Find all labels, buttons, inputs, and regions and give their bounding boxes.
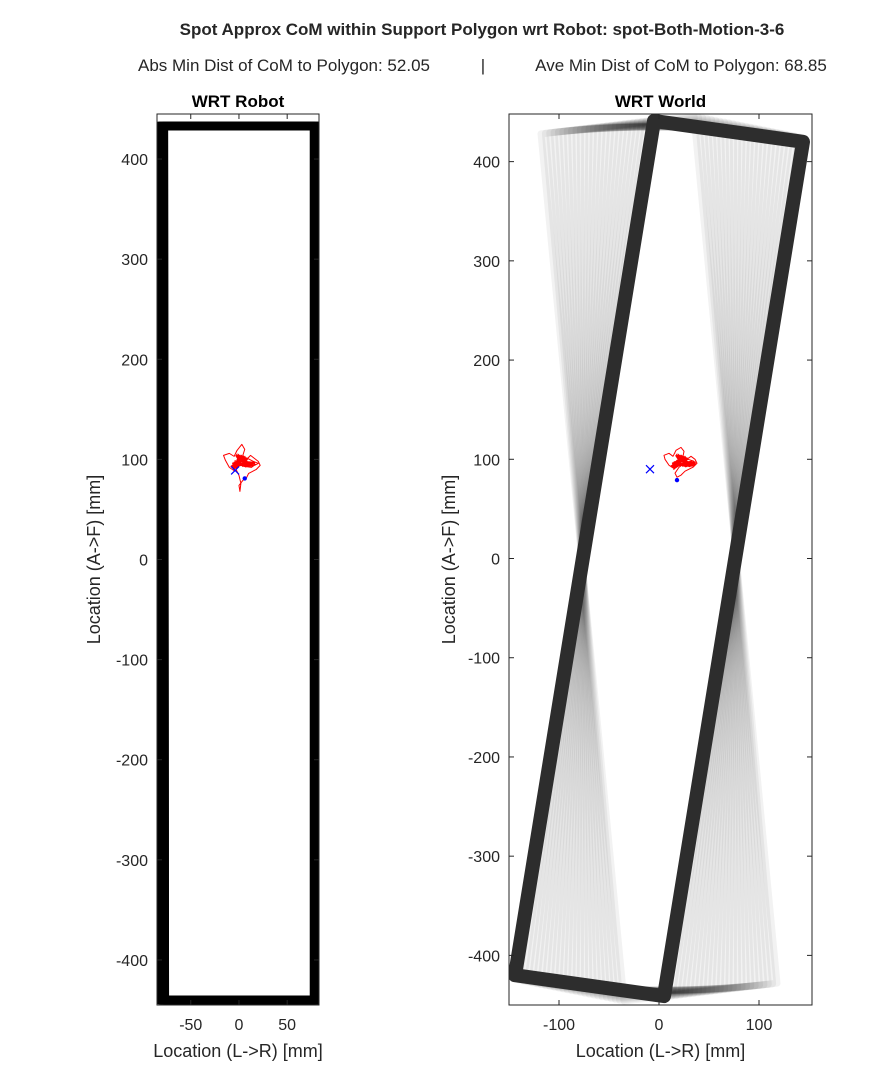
x-tick-label: 100 <box>746 1017 773 1034</box>
y-tick-label: -300 <box>468 849 500 866</box>
plot-area <box>509 114 812 1005</box>
com-marker-x <box>645 464 655 474</box>
plot-layer <box>509 114 810 1005</box>
y-tick-label: 100 <box>121 452 148 469</box>
subtitle-separator: | <box>481 56 485 75</box>
figure-title: Spot Approx CoM within Support Polygon w… <box>180 20 785 39</box>
y-tick-label: -300 <box>116 853 148 870</box>
com-marker-x <box>230 465 240 475</box>
y-tick-label: -400 <box>116 953 148 970</box>
com-marker-dot <box>242 476 247 481</box>
y-tick-label: 400 <box>473 155 500 172</box>
com-trace-cluster <box>669 453 696 471</box>
y-tick-label: 0 <box>139 553 148 570</box>
support-polygon-outline <box>159 121 319 1005</box>
y-tick-label: -400 <box>468 948 500 965</box>
x-tick-label: -100 <box>543 1017 575 1034</box>
axes-wrt-world: -400 -300 -200 -100 0 100 200 300 400 -100 0 100 WRT… <box>439 92 813 1061</box>
axes-title: WRT World <box>615 92 706 111</box>
y-tick-label: -200 <box>468 750 500 767</box>
y-tick-label: 0 <box>491 552 500 569</box>
y-tick-label: 200 <box>473 353 500 370</box>
plot-area <box>157 114 319 1005</box>
x-tick-label: 0 <box>655 1017 664 1034</box>
y-tick-label: 100 <box>473 452 500 469</box>
y-tick-label: -100 <box>116 653 148 670</box>
support-polygon-sweep-frame <box>537 114 781 1005</box>
y-tick-label: -200 <box>116 753 148 770</box>
x-axis-label: Location (L->R) [mm] <box>576 1041 746 1061</box>
com-marker-dot <box>674 477 680 483</box>
y-tick-label: 200 <box>121 352 148 369</box>
y-tick-label: 300 <box>121 252 148 269</box>
x-tick-label: -50 <box>179 1017 202 1034</box>
subtitle-ave-min: Ave Min Dist of CoM to Polygon: 68.85 <box>535 56 827 75</box>
y-tick-label: 400 <box>121 152 148 169</box>
plot-layer <box>157 121 319 1005</box>
y-axis-label: Location (A->F) [mm] <box>84 475 104 645</box>
axes-title: WRT Robot <box>192 92 285 111</box>
y-tick-label: 300 <box>473 254 500 271</box>
y-tick-label: -100 <box>468 651 500 668</box>
axes-frame <box>508 113 813 1006</box>
x-axis-label: Location (L->R) [mm] <box>153 1041 323 1061</box>
com-trace-cluster <box>229 453 256 471</box>
axes-wrt-robot: -400 -300 -200 -100 0 100 200 300 400 -50 0 50 WRT R… <box>84 92 323 1061</box>
y-axis-label: Location (A->F) [mm] <box>439 475 459 645</box>
x-tick-label: 0 <box>235 1017 244 1034</box>
subtitle-abs-min: Abs Min Dist of CoM to Polygon: 52.05 <box>138 56 430 75</box>
support-polygon-outline <box>509 114 810 1004</box>
x-tick-label: 50 <box>278 1017 296 1034</box>
